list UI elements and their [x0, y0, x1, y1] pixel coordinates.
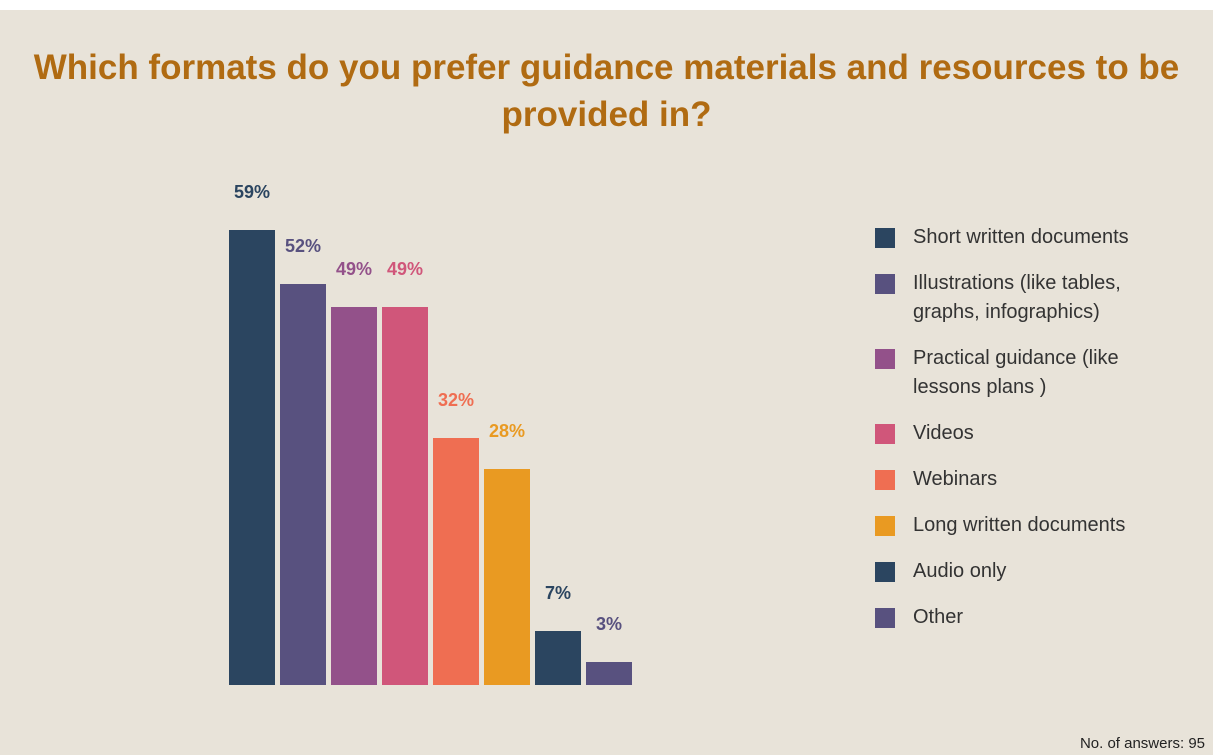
value-label: 59%	[233, 182, 271, 202]
bar	[484, 469, 530, 685]
bar	[331, 307, 377, 685]
legend-swatch	[875, 608, 895, 628]
legend-swatch	[875, 562, 895, 582]
legend-swatch	[875, 424, 895, 444]
chart-title: Which formats do you prefer guidance mat…	[33, 48, 1180, 134]
footnote: No. of answers: 95	[1079, 735, 1205, 752]
legend-label: Other	[913, 606, 964, 628]
bar	[382, 307, 428, 685]
legend-swatch	[875, 349, 895, 369]
legend-item: Practical guidance (like lessons plans )	[875, 346, 1175, 402]
legend-item: Webinars	[875, 467, 1175, 494]
legend-item: Other	[875, 605, 1175, 632]
value-label: 3%	[595, 613, 622, 634]
value-label: 52%	[284, 235, 322, 256]
legend-swatch	[875, 274, 895, 294]
legend-label: Audio only	[913, 560, 1007, 582]
legend-swatch	[875, 470, 895, 490]
legend-label: Long written documents	[913, 514, 1126, 536]
value-label: 49%	[335, 259, 373, 280]
legend-item: Audio only	[875, 559, 1175, 586]
legend-item: Videos	[875, 421, 1175, 448]
legend-item: Short written documents	[875, 225, 1175, 252]
value-label: 32%	[437, 390, 475, 411]
bar	[433, 438, 479, 685]
value-label: 7%	[544, 583, 571, 604]
legend-label: Practical guidance (like lessons plans )	[913, 347, 1119, 398]
panel	[0, 10, 1213, 755]
value-label: 49%	[386, 259, 424, 280]
legend: Short written documents Illustrations (li…	[875, 225, 1175, 632]
legend-label: Short written documents	[913, 226, 1129, 248]
value-label: 28%	[488, 421, 526, 442]
legend-label: Illustrations (like tables, graphs, info…	[913, 272, 1121, 323]
legend-swatch	[875, 228, 895, 248]
legend-swatch	[875, 516, 895, 536]
bar	[229, 230, 275, 685]
legend-item: Illustrations (like tables, graphs, info…	[875, 271, 1175, 327]
bar	[535, 631, 581, 685]
legend-label: Videos	[913, 422, 974, 444]
legend-label: Webinars	[913, 468, 998, 490]
legend-item: Long written documents	[875, 513, 1175, 540]
bar	[280, 283, 326, 685]
bar	[586, 661, 632, 685]
